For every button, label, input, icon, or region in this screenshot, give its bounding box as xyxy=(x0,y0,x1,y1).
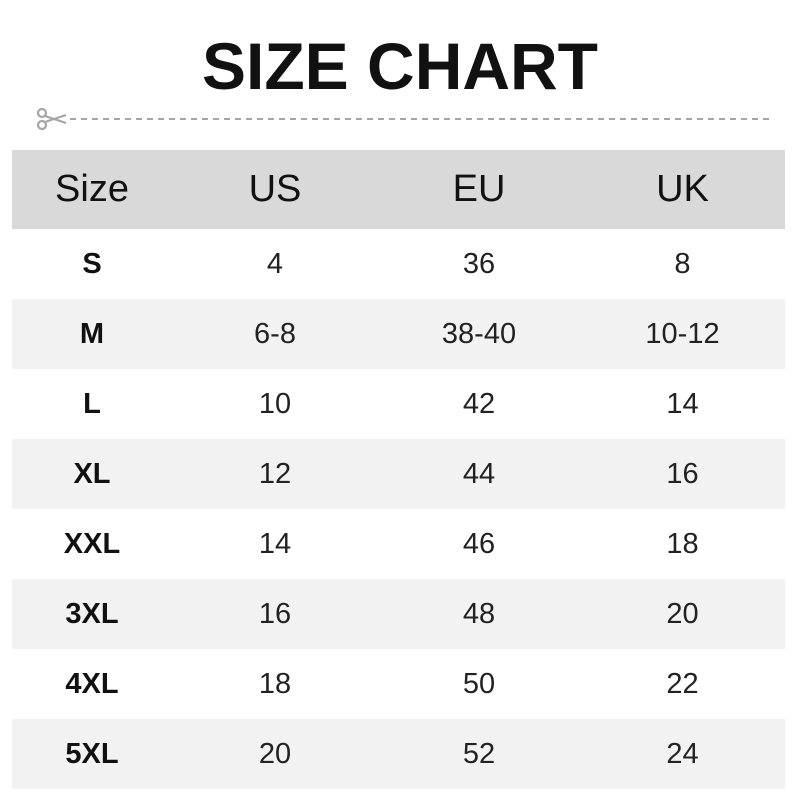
table-cell: 14 xyxy=(666,387,699,420)
table-cell: 20 xyxy=(258,737,292,770)
table-cell: 24 xyxy=(666,737,699,770)
table-cell: 18 xyxy=(666,527,699,560)
size-label: 5XL xyxy=(65,737,119,770)
table-cell: 50 xyxy=(462,667,496,700)
table-cell: 16 xyxy=(666,457,699,490)
size-label: L xyxy=(83,387,101,420)
size-label: M xyxy=(79,317,105,350)
table-cell: 14 xyxy=(258,527,292,560)
column-header: US xyxy=(248,168,302,210)
table-cell: 16 xyxy=(258,597,292,630)
table-cell: 52 xyxy=(462,737,496,770)
cut-line xyxy=(36,108,770,130)
table-header: Size US EU UK xyxy=(12,150,785,229)
table-row: 3XL 16 48 20 xyxy=(12,579,785,649)
page-title: SIZE CHART xyxy=(202,29,598,103)
table-cell: 20 xyxy=(666,597,699,630)
table-row: S 4 36 8 xyxy=(12,229,785,299)
size-label: 3XL xyxy=(65,597,119,630)
table-row: M 6-8 38-40 10-12 xyxy=(12,299,785,369)
table-cell: 36 xyxy=(462,247,496,280)
table-row: L 10 42 14 xyxy=(12,369,785,439)
table-row: XXL 14 46 18 xyxy=(12,509,785,579)
table-cell: 18 xyxy=(258,667,292,700)
table-cell: 42 xyxy=(462,387,496,420)
table-cell: 6-8 xyxy=(254,317,296,350)
size-label: XL xyxy=(73,457,111,490)
table-cell: 38-40 xyxy=(441,317,517,350)
column-header: Size xyxy=(55,168,129,210)
table-cell: 4 xyxy=(266,247,284,280)
scissors-icon xyxy=(36,108,67,130)
table-cell: 44 xyxy=(462,457,496,490)
table-cell: 8 xyxy=(674,247,691,280)
size-label: S xyxy=(82,247,102,280)
table-cell: 10-12 xyxy=(645,317,720,350)
table-cell: 22 xyxy=(666,667,699,700)
column-header: EU xyxy=(452,168,506,210)
size-label: 4XL xyxy=(65,667,119,700)
table-cell: 46 xyxy=(462,527,496,560)
size-table: Size US EU UK S 4 36 8 M 6-8 38-40 10-12 L 10 42 14… xyxy=(12,150,785,789)
table-cell: 48 xyxy=(462,597,496,630)
table-row: XL 12 44 16 xyxy=(12,439,785,509)
table-row: 4XL 18 50 22 xyxy=(12,649,785,719)
column-header: UK xyxy=(656,168,709,210)
table-cell: 12 xyxy=(258,457,292,490)
table-cell: 10 xyxy=(258,387,292,420)
table-row: 5XL 20 52 24 xyxy=(12,719,785,789)
size-label: XXL xyxy=(63,527,121,560)
